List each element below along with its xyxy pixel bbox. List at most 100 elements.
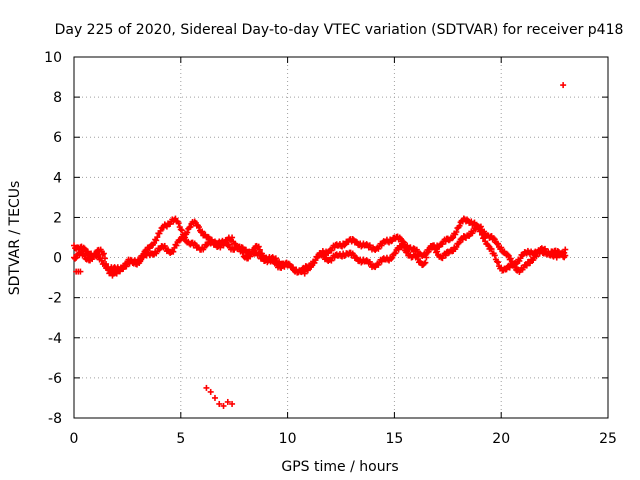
- data-point: [508, 258, 515, 265]
- data-point: [103, 260, 110, 267]
- data-point: [229, 234, 236, 241]
- data-point: [225, 241, 232, 248]
- data-points: [71, 82, 569, 409]
- data-point: [99, 251, 106, 258]
- data-point: [203, 384, 210, 391]
- data-point: [72, 255, 79, 262]
- data-point: [173, 242, 180, 249]
- data-point: [477, 223, 484, 230]
- data-point: [494, 259, 501, 266]
- data-point: [304, 267, 311, 274]
- data-point: [157, 227, 164, 234]
- data-point: [562, 246, 569, 253]
- data-point: [363, 257, 370, 264]
- data-point: [449, 235, 456, 242]
- y-tick-label: 10: [44, 50, 62, 66]
- data-point: [523, 262, 530, 269]
- y-tick-label: 0: [53, 251, 62, 267]
- y-axis-label: SDTVAR / TECUs: [7, 181, 23, 296]
- y-tick-label: 2: [53, 210, 62, 226]
- data-point: [456, 239, 463, 246]
- data-point: [388, 255, 395, 262]
- data-point: [349, 236, 356, 243]
- x-tick-label: 5: [176, 431, 185, 447]
- data-point: [239, 249, 246, 256]
- data-point: [488, 246, 495, 253]
- data-point: [272, 255, 279, 262]
- data-point: [389, 254, 396, 261]
- y-tick-label: -2: [48, 291, 62, 307]
- data-point: [425, 248, 432, 255]
- data-point: [77, 268, 84, 275]
- data-point: [236, 244, 243, 251]
- data-point: [434, 248, 441, 255]
- data-point: [545, 248, 552, 255]
- data-point: [250, 246, 257, 253]
- data-point: [422, 259, 429, 266]
- y-tick-label: 6: [53, 130, 62, 146]
- data-point: [207, 388, 214, 395]
- data-point: [491, 236, 498, 243]
- data-point: [481, 228, 488, 235]
- chart-title: Day 225 of 2020, Sidereal Day-to-day VTE…: [55, 22, 624, 38]
- data-point: [170, 248, 177, 255]
- data-point: [455, 240, 462, 247]
- y-tick-label: -8: [48, 411, 62, 427]
- data-point: [553, 254, 560, 261]
- data-point: [341, 242, 348, 249]
- data-point: [123, 261, 130, 268]
- data-point: [153, 237, 160, 244]
- plot-frame: [73, 56, 609, 419]
- data-point: [404, 248, 411, 255]
- data-point: [211, 394, 218, 401]
- data-point: [560, 82, 567, 89]
- y-tick-label: -4: [48, 331, 62, 347]
- data-point: [301, 270, 308, 277]
- data-point: [471, 219, 478, 226]
- data-point: [178, 227, 185, 234]
- axes: 0 5 10 15 20 25 -8 -6 -4 -2 0 2 4 6 8 10: [44, 50, 617, 447]
- data-point: [485, 242, 492, 249]
- data-point: [101, 255, 108, 262]
- data-point: [176, 237, 183, 244]
- data-point: [363, 241, 370, 248]
- data-point: [289, 264, 296, 271]
- data-point: [311, 259, 318, 266]
- data-point: [424, 249, 431, 256]
- data-point: [392, 250, 399, 257]
- data-point: [220, 242, 227, 249]
- data-point: [439, 255, 446, 262]
- data-point: [498, 244, 505, 251]
- data-point: [527, 260, 534, 267]
- data-point: [378, 242, 385, 249]
- data-point: [202, 231, 209, 238]
- data-point: [255, 243, 262, 250]
- grid: [74, 57, 608, 418]
- data-point: [442, 252, 449, 259]
- data-point: [512, 264, 519, 271]
- x-axis-label: GPS time / hours: [281, 459, 398, 475]
- data-point: [541, 245, 548, 252]
- data-point: [80, 244, 87, 251]
- y-tick-label: 4: [53, 170, 62, 186]
- data-point: [199, 228, 206, 235]
- data-point: [401, 243, 408, 250]
- data-point: [506, 264, 513, 271]
- data-point: [439, 241, 446, 248]
- data-point: [423, 254, 430, 261]
- data-point: [175, 220, 182, 227]
- x-tick-label: 15: [385, 431, 403, 447]
- data-point: [328, 257, 335, 264]
- data-point: [490, 235, 497, 242]
- data-point: [491, 252, 498, 259]
- data-point: [494, 240, 501, 247]
- data-point: [73, 254, 80, 261]
- data-point: [105, 266, 112, 273]
- data-point: [229, 400, 236, 407]
- data-point: [430, 242, 437, 249]
- x-tick-label: 20: [492, 431, 510, 447]
- data-point: [195, 224, 202, 231]
- data-point: [220, 402, 227, 409]
- data-point: [403, 249, 410, 256]
